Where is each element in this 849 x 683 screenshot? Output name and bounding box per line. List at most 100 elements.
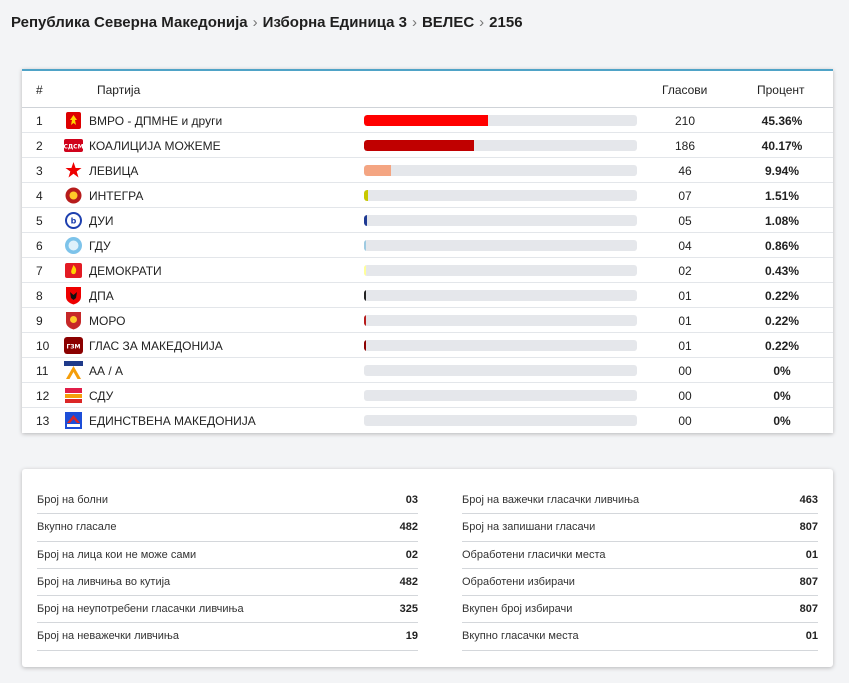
party-name[interactable]: ВМРО - ДПМНЕ и други [89, 114, 223, 128]
stat-row: Број на лица кои не може сами 02 [37, 542, 418, 569]
vote-share-bar [364, 265, 637, 276]
vote-percent: 0% [773, 389, 791, 403]
vote-count: 01 [678, 314, 692, 328]
party-name[interactable]: ИНТЕГРА [89, 189, 144, 203]
vote-share-fill [364, 240, 367, 251]
sdsm-mozeme-icon: СДСМ [64, 136, 83, 155]
stat-row: Број на ливчиња во кутија 482 [37, 569, 418, 597]
table-row[interactable]: 6 ГДУ 04 0.86% [22, 233, 833, 258]
table-row[interactable]: 8 ДПА 01 0.22% [22, 283, 833, 308]
table-row[interactable]: 11 АА / А 00 0% [22, 358, 833, 383]
party-name[interactable]: ДПА [89, 289, 114, 303]
breadcrumb-country[interactable]: Република Северна Македонија [11, 13, 248, 31]
party-name[interactable]: МОРО [89, 314, 126, 328]
vote-share-bar [364, 115, 637, 126]
table-row[interactable]: 10 ГЗМ ГЛАС ЗА МАКЕДОНИЈА 01 0.22% [22, 333, 833, 358]
stat-row: Број на болни 03 [37, 487, 418, 515]
party-name[interactable]: ЛЕВИЦА [89, 164, 139, 178]
row-index: 11 [36, 364, 49, 378]
vote-count: 00 [678, 414, 692, 428]
party-name[interactable]: ЕДИНСТВЕНА МАКЕДОНИЈА [89, 414, 256, 428]
stats-panel: Број на болни 03 Вкупно гласале 482 Број на … [22, 469, 833, 667]
party-name[interactable]: ДЕМОКРАТИ [89, 264, 162, 278]
party-name[interactable]: КОАЛИЦИЈА МОЖЕМЕ [89, 139, 221, 153]
dpa-eagle-icon [64, 286, 83, 305]
vote-share-fill [364, 165, 392, 176]
table-body: 1 ВМРО - ДПМНЕ и други 210 45.36% 2 СДСМ КОАЛИ… [22, 108, 833, 433]
vote-share-bar [364, 190, 637, 201]
table-row[interactable]: 5 b ДУИ 05 1.08% [22, 208, 833, 233]
row-index: 9 [36, 314, 43, 328]
row-index: 7 [36, 264, 43, 278]
row-index: 2 [36, 139, 43, 153]
party-name[interactable]: АА / А [89, 364, 124, 378]
stat-label: Број на лица кои не може сами [37, 548, 197, 561]
table-header: # Партија Гласови Процент [22, 71, 833, 108]
demokrati-flame-icon [64, 261, 83, 280]
table-row[interactable]: 2 СДСМ КОАЛИЦИЈА МОЖЕМЕ 186 40.17% [22, 133, 833, 158]
row-index: 12 [36, 389, 50, 403]
stat-label: Број на запишани гласачи [462, 521, 596, 534]
breadcrumb-municipality[interactable]: ВЕЛЕС [421, 13, 475, 31]
vote-percent: 1.51% [764, 189, 800, 203]
vote-percent: 0.22% [764, 339, 800, 353]
stat-row: Обработени избирачи 807 [462, 569, 818, 597]
chevron-right-icon: › [411, 13, 417, 31]
stat-value: 463 [799, 494, 818, 506]
svg-text:ГЗМ: ГЗМ [66, 344, 80, 351]
vote-count: 02 [678, 264, 692, 278]
party-name[interactable]: ГДУ [89, 239, 111, 253]
row-index: 5 [36, 214, 43, 228]
stat-label: Број на болни [37, 494, 109, 506]
table-row[interactable]: 1 ВМРО - ДПМНЕ и други 210 45.36% [22, 108, 833, 133]
edinstvena-makedonija-icon [64, 411, 83, 430]
table-row[interactable]: 13 ЕДИНСТВЕНА МАКЕДОНИЈА 00 0% [22, 408, 833, 433]
vote-share-bar [364, 390, 637, 401]
table-row[interactable]: 9 МОРО 01 0.22% [22, 308, 833, 333]
vote-count: 186 [674, 139, 696, 153]
table-row[interactable]: 12 СДУ 00 0% [22, 383, 833, 408]
svg-text:СДСМ: СДСМ [64, 144, 83, 151]
results-table: # Партија Гласови Процент 1 ВМРО - ДПМНЕ … [22, 69, 833, 433]
stat-row: Број на запишани гласачи 807 [462, 514, 818, 542]
vote-share-fill [364, 340, 366, 351]
svg-text:b: b [71, 217, 77, 226]
stat-label: Обработени избирачи [462, 575, 575, 588]
vote-percent: 1.08% [764, 214, 800, 228]
party-name[interactable]: СДУ [89, 389, 114, 403]
vote-percent: 0.43% [764, 264, 800, 278]
header-percent: Процент [757, 83, 805, 97]
vote-share-fill [364, 265, 366, 276]
stat-value: 482 [399, 521, 418, 534]
party-name[interactable]: ДУИ [89, 214, 114, 228]
stat-row: Вкупно гласачки места 01 [462, 623, 818, 651]
vote-share-fill [364, 215, 367, 226]
stat-label: Вкупно гласачки места [462, 630, 579, 643]
vmro-dpmne-lion-icon [64, 111, 83, 130]
stat-row: Вкупно гласале 482 [37, 514, 418, 542]
vote-share-fill [364, 315, 366, 326]
integra-icon [64, 186, 83, 205]
stat-row: Вкупен број избирачи 807 [462, 596, 818, 624]
vote-percent: 0% [773, 414, 791, 428]
vote-share-bar [364, 165, 637, 176]
breadcrumb-station: 2156 [489, 13, 523, 31]
breadcrumb: Република Северна Македонија › Изборна Е… [11, 11, 523, 33]
vote-share-bar [364, 315, 637, 326]
gdu-icon [64, 236, 83, 255]
vote-share-bar [364, 415, 637, 426]
table-row[interactable]: 3 ЛЕВИЦА 46 9.94% [22, 158, 833, 183]
table-row[interactable]: 4 ИНТЕГРА 07 1.51% [22, 183, 833, 208]
stat-value: 807 [799, 521, 818, 534]
vote-count: 01 [678, 289, 692, 303]
vote-count: 210 [674, 114, 696, 128]
breadcrumb-unit[interactable]: Изборна Единица 3 [262, 13, 407, 31]
stat-value: 01 [805, 548, 818, 561]
vote-share-fill [364, 190, 369, 201]
vote-percent: 0% [773, 364, 791, 378]
table-row[interactable]: 7 ДЕМОКРАТИ 02 0.43% [22, 258, 833, 283]
stat-label: Број на неважечки ливчиња [37, 630, 179, 643]
party-name[interactable]: ГЛАС ЗА МАКЕДОНИЈА [89, 339, 223, 353]
row-index: 3 [36, 164, 43, 178]
dui-icon: b [64, 211, 83, 230]
